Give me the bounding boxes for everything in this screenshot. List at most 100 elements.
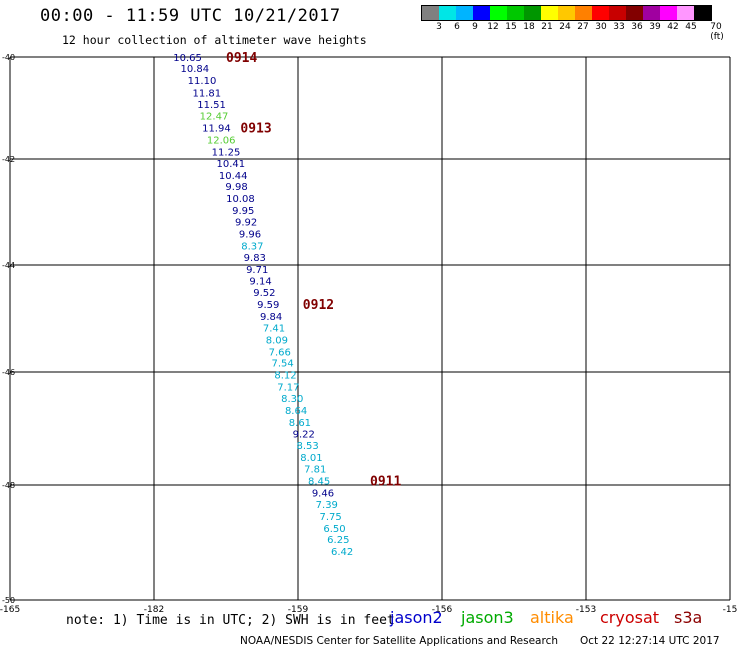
legend-labels: 3 6 9 12 15 18 21 24 27 30 33 36 39 42 45 70 (ft) <box>421 21 724 42</box>
legend-swatch <box>677 6 694 20</box>
swh-data-label: 11.94 <box>202 124 231 135</box>
legend-label: 21 <box>541 22 553 32</box>
swh-data-label: 10.41 <box>216 159 245 170</box>
swh-data-label: 8.12 <box>274 371 296 382</box>
legend-swatch <box>660 6 677 20</box>
satellite-legend-jason2: jason2 <box>390 608 443 627</box>
swh-data-label: 11.25 <box>212 147 241 158</box>
swh-data-label: 9.92 <box>235 218 257 229</box>
swh-data-label: 6.50 <box>323 524 345 535</box>
color-scale-legend: 3 6 9 12 15 18 21 24 27 30 33 36 39 42 45 70 (ft) <box>421 5 724 42</box>
swh-data-label: 8.37 <box>241 241 263 252</box>
x-tick-label: -159 <box>288 605 309 615</box>
y-tick-label: -50 <box>2 596 15 605</box>
swh-data-label: 8.45 <box>308 477 330 488</box>
swh-data-label: 8.61 <box>289 418 311 429</box>
x-tick-label: -182 <box>144 605 164 615</box>
legend-label: 6 <box>454 22 460 32</box>
time-label: 0912 <box>303 298 334 313</box>
y-tick-label: -44 <box>2 261 15 270</box>
swh-data-label: 8.64 <box>285 406 307 417</box>
legend-swatch <box>490 6 507 20</box>
x-tick-label: -15 <box>723 605 738 615</box>
swh-data-label: 7.75 <box>320 512 342 523</box>
time-label: 0914 <box>226 51 257 66</box>
legend-label: 33 <box>613 22 625 32</box>
swh-data-label: 6.25 <box>327 535 349 546</box>
credit-text: NOAA/NESDIS Center for Satellite Applica… <box>240 635 558 647</box>
x-tick-label: -153 <box>576 605 596 615</box>
legend-swatch <box>575 6 592 20</box>
satellite-legend-jason3: jason3 <box>461 608 514 627</box>
legend-swatch <box>541 6 558 20</box>
legend-swatch <box>422 6 439 20</box>
legend-swatches <box>421 5 712 21</box>
swh-data-label: 9.83 <box>244 253 266 264</box>
x-tick-label: -156 <box>432 605 453 615</box>
x-tick-label: -165 <box>0 605 20 615</box>
legend-label: 12 <box>487 22 499 32</box>
legend-label: 24 <box>559 22 571 32</box>
chart-title: 00:00 - 11:59 UTC 10/21/2017 <box>40 6 341 26</box>
swh-data-label: 9.59 <box>257 300 279 311</box>
swh-data-label: 10.08 <box>226 194 255 205</box>
legend-swatch <box>473 6 490 20</box>
swh-data-label: 12.47 <box>200 112 229 123</box>
swh-data-label: 11.81 <box>192 88 221 99</box>
footer-note: note: 1) Time is in UTC; 2) SWH is in fe… <box>66 613 395 628</box>
swh-data-label: 6.42 <box>331 547 353 558</box>
satellite-legend-s3a: s3a <box>674 608 703 627</box>
legend-label: 27 <box>577 22 589 32</box>
time-label: 0911 <box>370 475 401 490</box>
legend-label: 36 <box>631 22 643 32</box>
swh-data-label: 9.98 <box>225 182 247 193</box>
legend-swatch <box>524 6 541 20</box>
legend-label: 42 <box>667 22 679 32</box>
y-tick-label: -46 <box>2 368 15 377</box>
swh-data-label: 9.95 <box>232 206 254 217</box>
swh-data-label: 9.52 <box>253 288 275 299</box>
swh-data-label: 8.09 <box>266 335 288 346</box>
legend-label: 3 <box>436 22 442 32</box>
legend-swatch <box>626 6 643 20</box>
swh-data-label: 9.96 <box>239 229 261 240</box>
legend-swatch <box>558 6 575 20</box>
legend-swatch <box>592 6 609 20</box>
legend-label: 30 <box>595 22 607 32</box>
time-label: 0913 <box>240 122 271 137</box>
swh-data-label: 9.46 <box>312 488 334 499</box>
swh-data-label: 7.66 <box>269 347 291 358</box>
legend-label: 15 <box>505 22 517 32</box>
swh-data-label: 7.54 <box>272 359 294 370</box>
swh-data-label: 9.71 <box>246 265 268 276</box>
legend-swatch <box>643 6 660 20</box>
y-tick-label: -42 <box>2 155 15 164</box>
swh-data-label: 10.65 <box>173 53 202 64</box>
swh-data-label: 7.81 <box>304 465 326 476</box>
swh-data-label: 11.10 <box>188 76 217 87</box>
swh-data-label: 9.84 <box>260 312 282 323</box>
satellite-legend-cryosat: cryosat <box>600 608 660 627</box>
swh-data-label: 10.44 <box>219 171 248 182</box>
legend-label: 39 <box>649 22 661 32</box>
chart-subtitle: 12 hour collection of altimeter wave hei… <box>62 33 367 47</box>
legend-swatch <box>439 6 456 20</box>
legend-label: 9 <box>472 22 478 32</box>
swh-data-label: 8.01 <box>300 453 322 464</box>
legend-label: 70 (ft) <box>710 22 724 42</box>
swh-data-label: 7.39 <box>316 500 338 511</box>
satellite-legend-altika: altika <box>530 608 574 627</box>
swh-data-label: 10.84 <box>180 64 209 75</box>
swh-data-label: 11.51 <box>197 100 226 111</box>
legend-swatch <box>694 6 711 20</box>
legend-swatch <box>609 6 626 20</box>
legend-swatch <box>507 6 524 20</box>
swh-data-label: 8.30 <box>281 394 303 405</box>
swh-data-label: 7.41 <box>263 323 285 334</box>
legend-swatch <box>456 6 473 20</box>
swh-data-label: 12.06 <box>207 136 236 147</box>
swh-data-label: 8.53 <box>296 441 318 452</box>
legend-label: 45 <box>685 22 697 32</box>
generation-timestamp: Oct 22 12:27:14 UTC 2017 <box>580 635 720 647</box>
